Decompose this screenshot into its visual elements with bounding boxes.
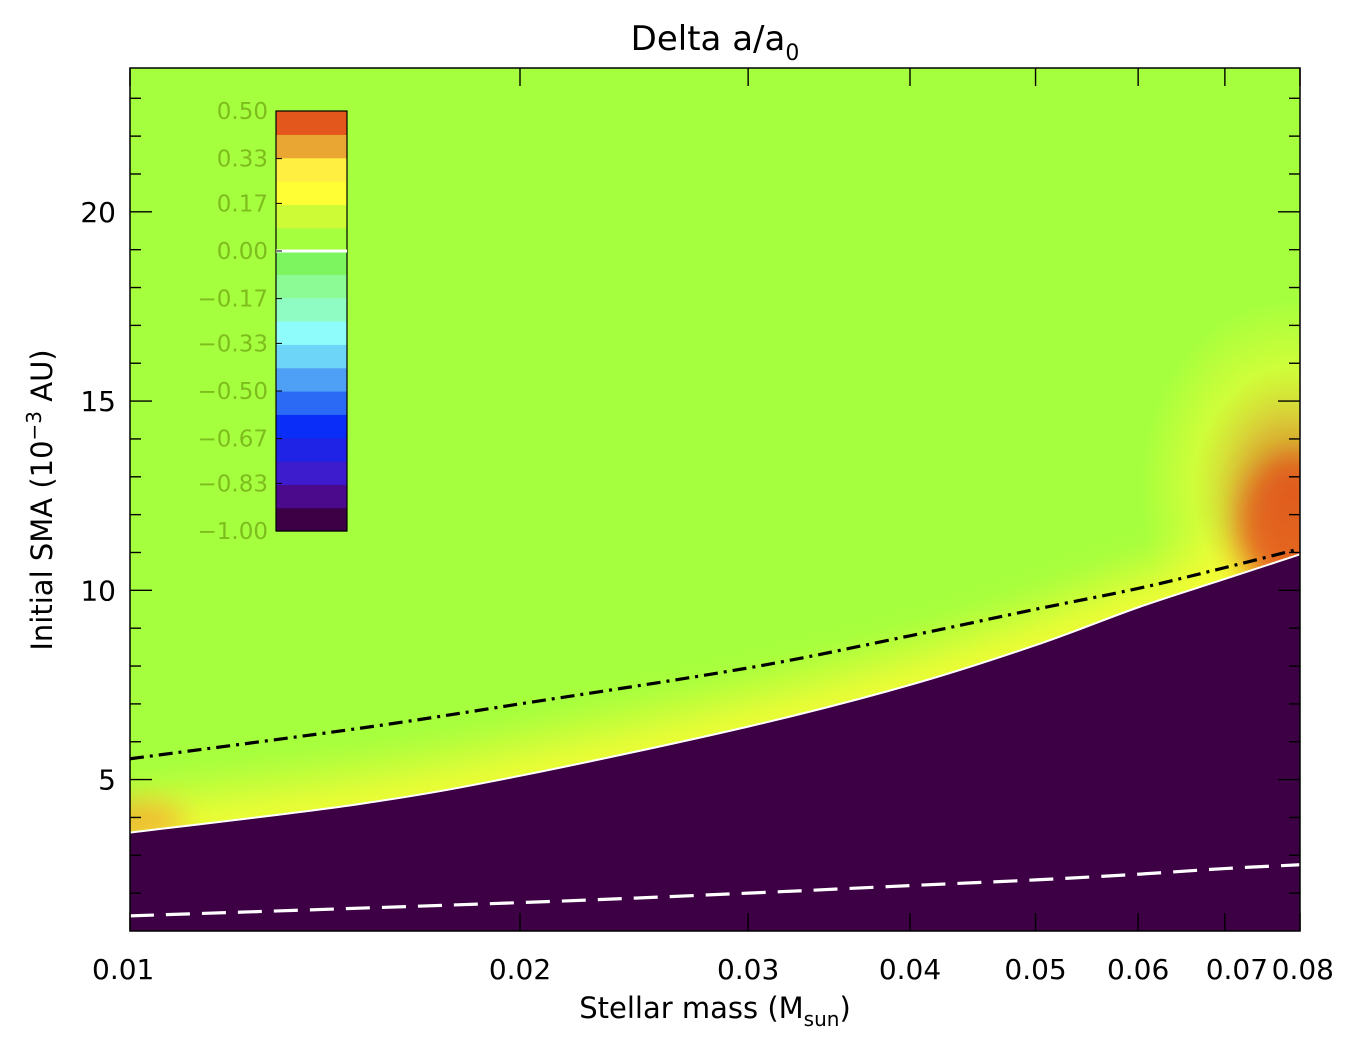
colorbar-level: [276, 297, 347, 322]
x-tick-labels: 0.01 0.02 0.03 0.04 0.05 0.06 0.07 0.08: [92, 953, 1334, 986]
y-tick-label: 10: [80, 574, 116, 607]
y-axis-label: Initial SMA (10−3 AU): [22, 349, 59, 650]
colorbar-level: [276, 274, 347, 299]
colorbar-level: [276, 367, 347, 392]
colorbar-tick-label: −0.33: [198, 331, 268, 357]
x-tick-label: 0.06: [1107, 953, 1169, 986]
chart-title: Delta a/a0: [631, 19, 800, 66]
boundary-line: [130, 553, 1300, 834]
x-tick-label: 0.05: [1004, 953, 1066, 986]
x-tick-label: 0.07: [1206, 953, 1268, 986]
axis-ticks: [129, 68, 1301, 931]
colorbar-level: [276, 461, 347, 485]
colorbar-level: [276, 437, 347, 462]
x-tick-label: 0.04: [879, 953, 941, 986]
colorbar-level: [276, 344, 347, 369]
colorbar-tick-label: −0.67: [198, 427, 268, 453]
colorbar-tick-label: 0.17: [217, 191, 268, 217]
y-tick-labels: 5 10 15 20: [80, 196, 116, 797]
y-tick-label: 20: [80, 196, 116, 229]
plot-frame: [129, 67, 1301, 932]
colorbar-level: [276, 414, 347, 439]
colorbar: 0.50 0.33 0.17 0.00 −0.17 −0.33 −0.50 −0.67 −0.8…: [198, 99, 348, 545]
colorbar-level: [276, 391, 347, 415]
lost-region: [130, 554, 1300, 931]
x-tick-label: 0.02: [489, 953, 551, 986]
colorbar-tick-label: 0.00: [217, 239, 268, 265]
x-tick-label: 0.01: [92, 953, 154, 986]
colorbar-level: [276, 507, 347, 532]
series-layer: [130, 547, 1300, 918]
y-tick-label: 5: [98, 764, 116, 797]
colorbar-tick-label: −0.50: [198, 379, 268, 405]
x-tick-label: 0.08: [1272, 953, 1334, 986]
colorbar-level: [276, 227, 347, 252]
colorbar-tick-label: 0.50: [217, 99, 268, 125]
colorbar-tick-label: −0.17: [198, 287, 268, 313]
colorbar-level: [276, 181, 347, 205]
colorbar-tick-label: 0.33: [217, 147, 268, 173]
series-line-dash-dot: [130, 547, 1300, 761]
colorbar-level: [276, 321, 347, 345]
y-tick-label: 15: [80, 385, 116, 418]
colorbar-level: [276, 157, 347, 182]
colorbar-frame: [275, 110, 348, 532]
colorbar-tick-label: −0.83: [198, 471, 268, 497]
colorbar-level: [276, 111, 347, 135]
colorbar-level: [276, 251, 347, 275]
x-axis-label: Stellar mass (Msun): [579, 991, 851, 1031]
colorbar-level: [276, 484, 347, 509]
colorbar-tick-label: −1.00: [198, 519, 268, 545]
x-tick-label: 0.03: [717, 953, 779, 986]
series-line-dashed: [130, 863, 1300, 918]
colorbar-level: [276, 204, 347, 229]
colorbar-level: [276, 134, 347, 159]
